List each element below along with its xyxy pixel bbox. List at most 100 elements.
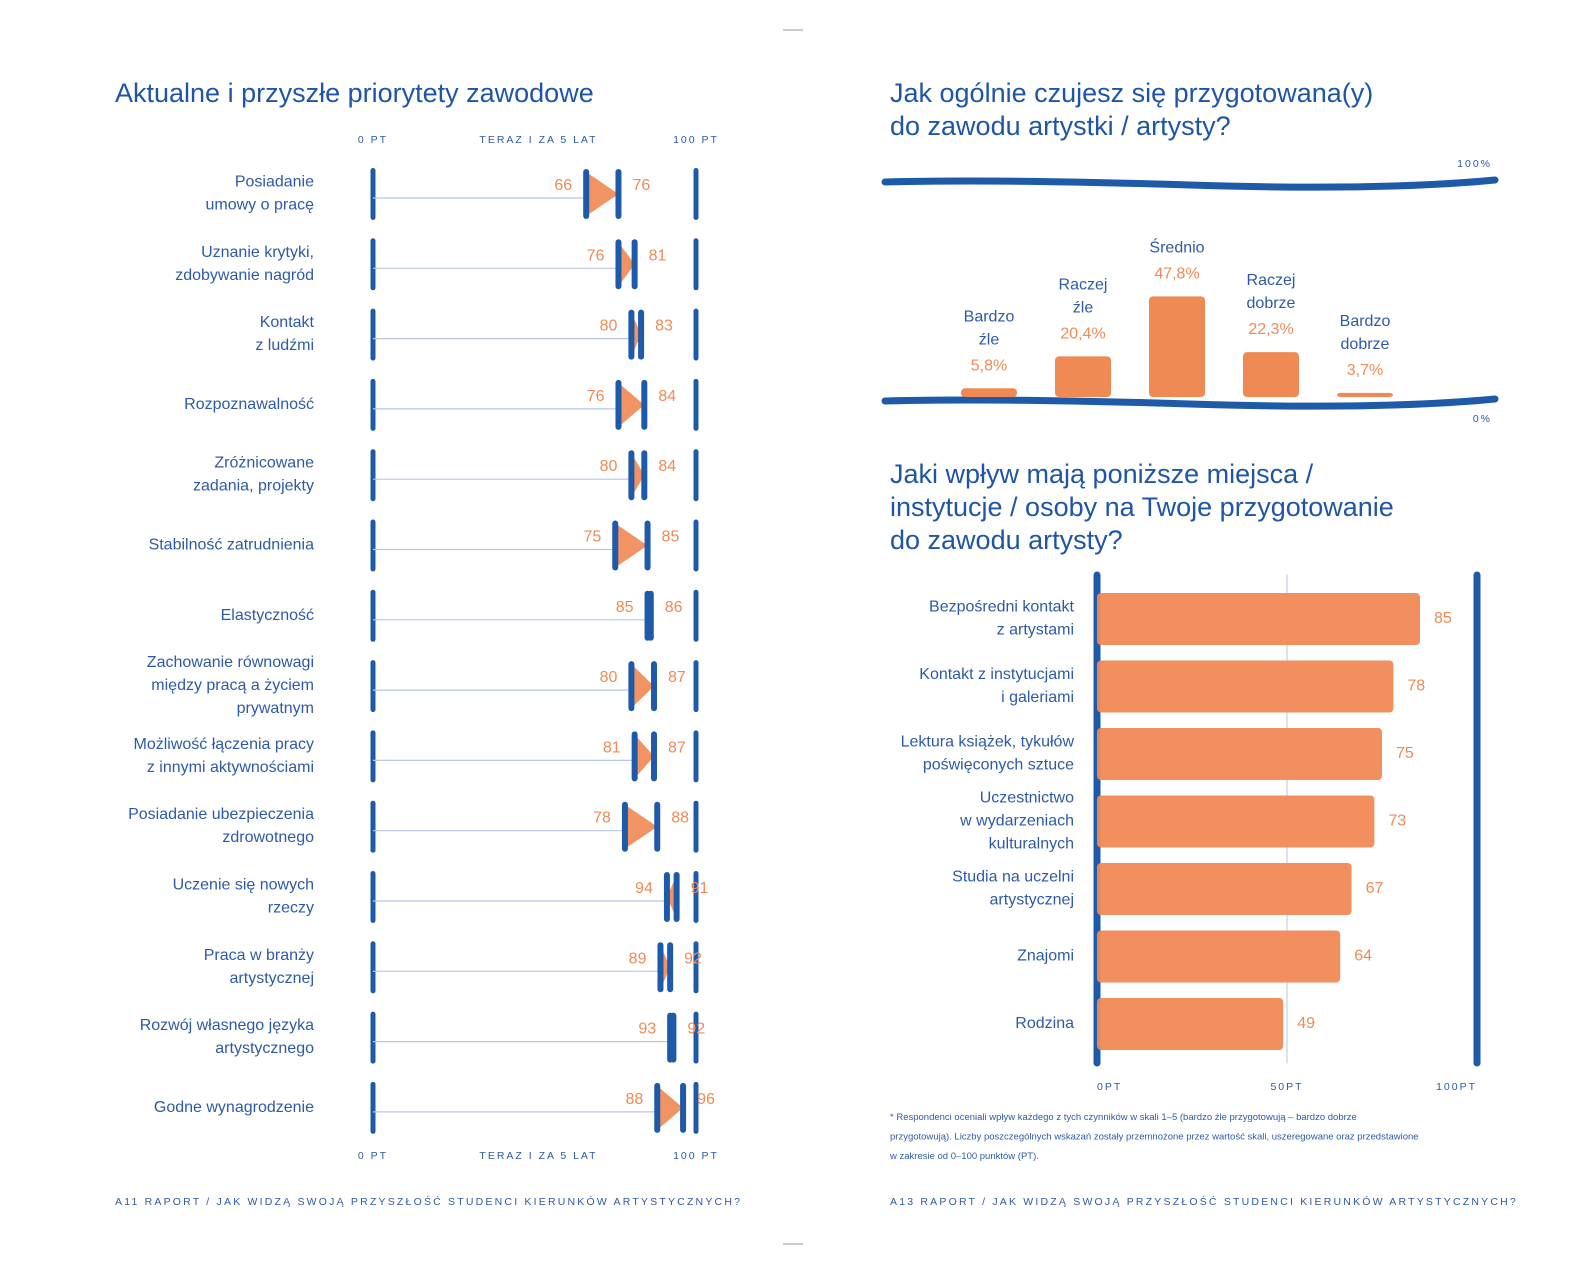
value-label: 78 xyxy=(1407,678,1425,695)
change-arrow xyxy=(618,242,635,287)
value-label: 91 xyxy=(691,880,709,897)
value-marker xyxy=(663,872,670,922)
change-arrow xyxy=(615,523,648,568)
footer: A11 RAPORT / JAK WIDZĄ SWOJĄ PRZYSZŁOŚĆ … xyxy=(115,1195,742,1208)
change-arrow xyxy=(618,382,645,427)
value-marker xyxy=(657,942,664,993)
value-marker xyxy=(615,379,622,430)
value-marker xyxy=(673,872,680,922)
value-label: 66 xyxy=(554,177,572,194)
bar xyxy=(961,388,1017,397)
value-label: 22,3% xyxy=(1248,321,1293,338)
value-label: 76 xyxy=(587,248,605,265)
bar xyxy=(1097,660,1394,713)
axis-tick xyxy=(693,1011,699,1064)
value-marker xyxy=(667,1012,674,1063)
axis-tick xyxy=(693,1081,699,1134)
value-marker xyxy=(641,450,648,501)
x-tick-label: 100 PT xyxy=(673,134,719,146)
category-label: Uczestnictwo w wydarzeniach kulturalnych xyxy=(959,790,1074,853)
axis-line xyxy=(881,395,1499,410)
value-label: 81 xyxy=(649,248,667,265)
value-label: 88 xyxy=(671,810,689,827)
value-label: 76 xyxy=(632,177,650,194)
change-arrow xyxy=(624,804,658,849)
category-label: Zachowanie równowagi między pracą a życie… xyxy=(147,654,314,717)
category-label: Posiadanie umowy o pracę xyxy=(206,174,315,214)
axis-tick xyxy=(693,660,699,713)
value-label: 96 xyxy=(697,1091,715,1108)
value-label: 86 xyxy=(665,599,683,616)
value-marker xyxy=(628,450,635,501)
value-marker xyxy=(644,520,651,571)
category-label: Raczej źle xyxy=(1059,277,1108,317)
change-arrow xyxy=(634,734,655,779)
bar xyxy=(1097,795,1375,848)
value-label: 92 xyxy=(687,1021,705,1038)
bar xyxy=(1097,593,1420,645)
value-marker xyxy=(654,801,661,852)
value-marker xyxy=(680,1082,687,1133)
axis-tick xyxy=(370,449,376,502)
axis-tick xyxy=(370,168,376,220)
category-label: Praca w branży artystycznej xyxy=(204,947,314,987)
value-marker xyxy=(651,661,658,712)
value-marker xyxy=(651,731,658,782)
value-label: 75 xyxy=(1396,745,1414,762)
category-label: Lektura książek, tykułów poświęconych szt… xyxy=(901,734,1075,774)
value-marker xyxy=(638,309,645,360)
value-marker xyxy=(631,731,638,782)
footnote: * Respondenci oceniali wpływ każdego z t… xyxy=(889,1112,1419,1162)
category-label: Średnio xyxy=(1149,238,1204,257)
value-label: 85 xyxy=(662,529,680,546)
value-marker xyxy=(615,169,622,219)
change-arrow xyxy=(631,453,645,498)
bar xyxy=(1243,352,1299,397)
value-label: 88 xyxy=(625,1091,643,1108)
value-label: 3,7% xyxy=(1347,362,1383,379)
axis-tick xyxy=(693,519,699,572)
axis-tick xyxy=(693,730,699,783)
category-label: Posiadanie ubezpieczenia zdrowotnego xyxy=(128,806,314,846)
axis-tick xyxy=(693,238,699,291)
value-marker xyxy=(615,239,622,290)
value-marker xyxy=(583,169,590,219)
axis-tick xyxy=(693,871,699,923)
value-label: 20,4% xyxy=(1060,326,1105,343)
axis-tick xyxy=(370,378,376,431)
category-label: Uznanie krytyki, zdobywanie nagród xyxy=(175,244,314,284)
category-label: Znajomi xyxy=(1017,948,1074,965)
axis-tick xyxy=(370,730,376,783)
value-marker xyxy=(621,801,628,852)
axis-tick xyxy=(370,871,376,923)
value-label: 80 xyxy=(600,458,618,475)
axis-tick xyxy=(370,519,376,572)
value-label: 80 xyxy=(600,669,618,686)
y-tick-label: 0% xyxy=(1473,413,1492,425)
axis-tick xyxy=(693,378,699,431)
axis-tick xyxy=(370,238,376,291)
bar xyxy=(1097,930,1341,983)
axis-tick xyxy=(370,660,376,713)
x-tick-label: 0PT xyxy=(1097,1081,1122,1093)
value-label: 87 xyxy=(668,669,686,686)
value-label: 83 xyxy=(655,318,673,335)
value-marker xyxy=(647,590,654,641)
axis-tick xyxy=(370,308,376,361)
value-label: 94 xyxy=(635,880,653,897)
category-label: Zróżnicowane zadania, projekty xyxy=(193,455,314,495)
value-marker xyxy=(654,1082,661,1133)
value-label: 47,8% xyxy=(1154,266,1199,283)
category-label: Kontakt z ludźmi xyxy=(255,314,314,354)
value-label: 87 xyxy=(668,740,686,757)
axis-tick xyxy=(370,941,376,994)
category-label: Godne wynagrodzenie xyxy=(154,1099,314,1116)
x-tick-label: 100 PT xyxy=(673,1150,719,1162)
value-label: 76 xyxy=(587,388,605,405)
value-label: 89 xyxy=(629,951,647,968)
value-marker xyxy=(641,379,648,430)
value-label: 67 xyxy=(1366,880,1384,897)
axis-line xyxy=(881,176,1499,191)
bar xyxy=(1097,728,1382,780)
